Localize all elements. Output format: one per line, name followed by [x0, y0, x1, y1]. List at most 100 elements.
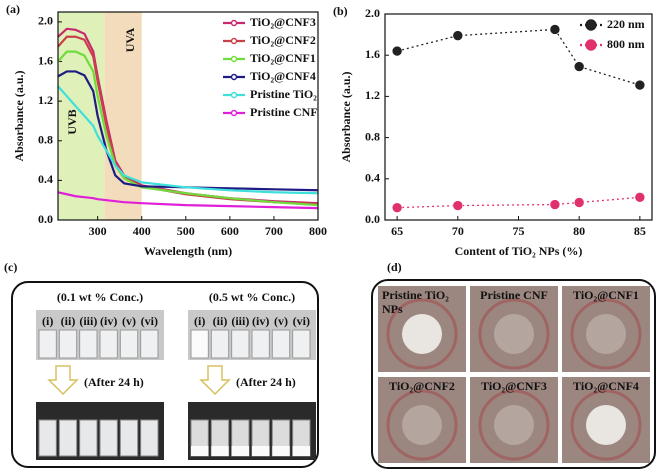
- x-axis-label: Wavelength (nm): [144, 244, 232, 258]
- x-tick-label: 600: [221, 224, 239, 238]
- vial: [231, 329, 250, 359]
- vial: [190, 329, 209, 359]
- vial-label: (iii): [231, 314, 249, 328]
- tile-label: Pristine TiO₂: [382, 288, 449, 302]
- y-tick-label: 1.2: [38, 93, 53, 107]
- tile-seal: [386, 298, 458, 370]
- vial: [38, 329, 57, 359]
- y-tick-label: 0.0: [365, 212, 380, 226]
- point: [391, 45, 403, 57]
- y-axis-label: Absorbance (a.u.): [12, 70, 26, 161]
- point: [391, 202, 403, 213]
- legend-label: 220 nm: [607, 17, 645, 31]
- series-line: [57, 70, 319, 192]
- vial-after: [99, 419, 118, 457]
- vial: [58, 329, 78, 359]
- legend-label: TiO₂@CNF4: [250, 69, 316, 83]
- y-tick-label: 2.0: [38, 14, 53, 28]
- vial: [140, 329, 159, 359]
- tile-seal: [570, 389, 642, 461]
- connector: [397, 196, 640, 209]
- point: [634, 79, 646, 91]
- point: [452, 200, 464, 211]
- x-tick-label: 65: [391, 224, 403, 238]
- arrow: [47, 365, 79, 396]
- group-title: (0.5 wt % Conc.): [209, 290, 295, 304]
- panel-label: (d): [387, 260, 402, 274]
- tile-seal: [478, 389, 550, 461]
- vial: [210, 329, 230, 359]
- point: [634, 192, 646, 203]
- vial-after: [58, 419, 78, 457]
- vial-label: (iii): [79, 314, 97, 328]
- vial: [99, 329, 118, 359]
- point: [549, 199, 561, 210]
- series-line: [57, 191, 319, 210]
- sediment: [272, 446, 290, 456]
- sample-disc: [586, 314, 626, 354]
- legend-marker: [230, 109, 238, 117]
- y-tick-label: 0.0: [38, 212, 53, 226]
- sediment: [211, 446, 229, 456]
- sediment: [252, 446, 270, 456]
- plot-frame: [384, 13, 653, 221]
- legend-marker: [230, 91, 238, 99]
- connector: [396, 28, 641, 86]
- sediment: [191, 446, 209, 456]
- x-tick-label: 400: [133, 224, 151, 238]
- vial-label: (vi): [293, 314, 310, 328]
- tile-label: TiO₂@CNF2: [389, 379, 455, 393]
- legend-marker: [230, 73, 238, 81]
- point: [452, 30, 464, 41]
- series-line: [57, 85, 319, 195]
- x-tick-label: 500: [177, 224, 195, 238]
- y-tick-label: 0.4: [365, 171, 380, 185]
- vial: [292, 329, 311, 359]
- sediment: [231, 446, 249, 456]
- plot-frame: [57, 11, 319, 221]
- x-tick-label: 80: [573, 224, 585, 238]
- vial-label: (i): [194, 314, 205, 328]
- band-label: UVA: [123, 27, 137, 52]
- sediment: [292, 446, 310, 456]
- tile-label: NPs: [382, 302, 403, 316]
- legend-marker: [230, 37, 238, 45]
- vial: [251, 329, 270, 359]
- tile-label: TiO₂@CNF3: [481, 379, 547, 393]
- vial-label: (v): [274, 314, 288, 328]
- tile-seal: [386, 389, 458, 461]
- legend-marker: [585, 19, 597, 31]
- tile-seal: [570, 298, 642, 370]
- y-tick-label: 2.0: [365, 6, 380, 20]
- y-tick-label: 1.2: [365, 88, 380, 102]
- legend-marker: [585, 39, 597, 51]
- vial-label: (i): [42, 314, 53, 328]
- point: [549, 24, 561, 35]
- legend-marker: [230, 19, 238, 27]
- point: [573, 197, 585, 208]
- legend-label: TiO₂@CNF1: [250, 51, 316, 65]
- legend-marker: [230, 55, 238, 63]
- tile-label: TiO₂@CNF1: [573, 288, 639, 302]
- group-note: (After 24 h): [236, 375, 296, 389]
- x-tick-label: 700: [265, 224, 283, 238]
- legend-label: Pristine TiO₂: [250, 87, 317, 101]
- y-tick-label: 0.4: [38, 172, 53, 186]
- sample-disc: [402, 314, 442, 354]
- vial: [119, 329, 139, 359]
- x-tick-label: 800: [309, 224, 327, 238]
- legend-label: 800 nm: [607, 37, 645, 51]
- y-axis-label: Absorbance (a.u.): [339, 71, 353, 162]
- tile-seal: [478, 298, 550, 370]
- vial-label: (ii): [213, 314, 228, 328]
- panel-label: (c): [4, 260, 17, 274]
- legend-label: TiO₂@CNF2: [250, 33, 316, 47]
- band-label: UVB: [65, 109, 79, 134]
- vial-label: (iv): [100, 314, 117, 328]
- vial-label: (vi): [141, 314, 158, 328]
- sample-disc: [494, 314, 534, 354]
- vial-after: [79, 419, 98, 457]
- sample-disc: [494, 405, 534, 445]
- panel-label: (a): [6, 2, 20, 16]
